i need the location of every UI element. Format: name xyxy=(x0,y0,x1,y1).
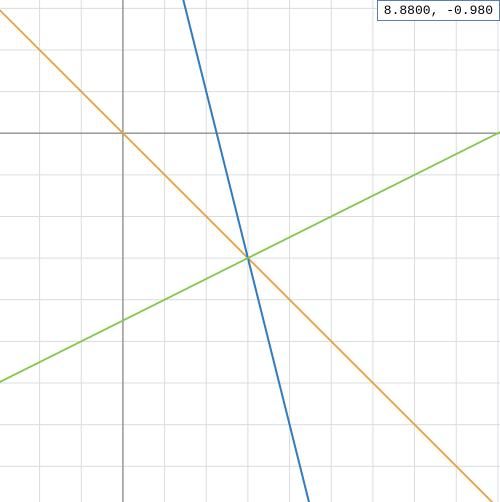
cursor-coordinate-readout: 8.8800, -0.980 xyxy=(377,0,500,21)
line-chart: 8.8800, -0.980 xyxy=(0,0,500,502)
plot-line-green xyxy=(0,132,500,382)
plot-canvas xyxy=(0,0,500,502)
plot-line-blue xyxy=(0,0,500,502)
